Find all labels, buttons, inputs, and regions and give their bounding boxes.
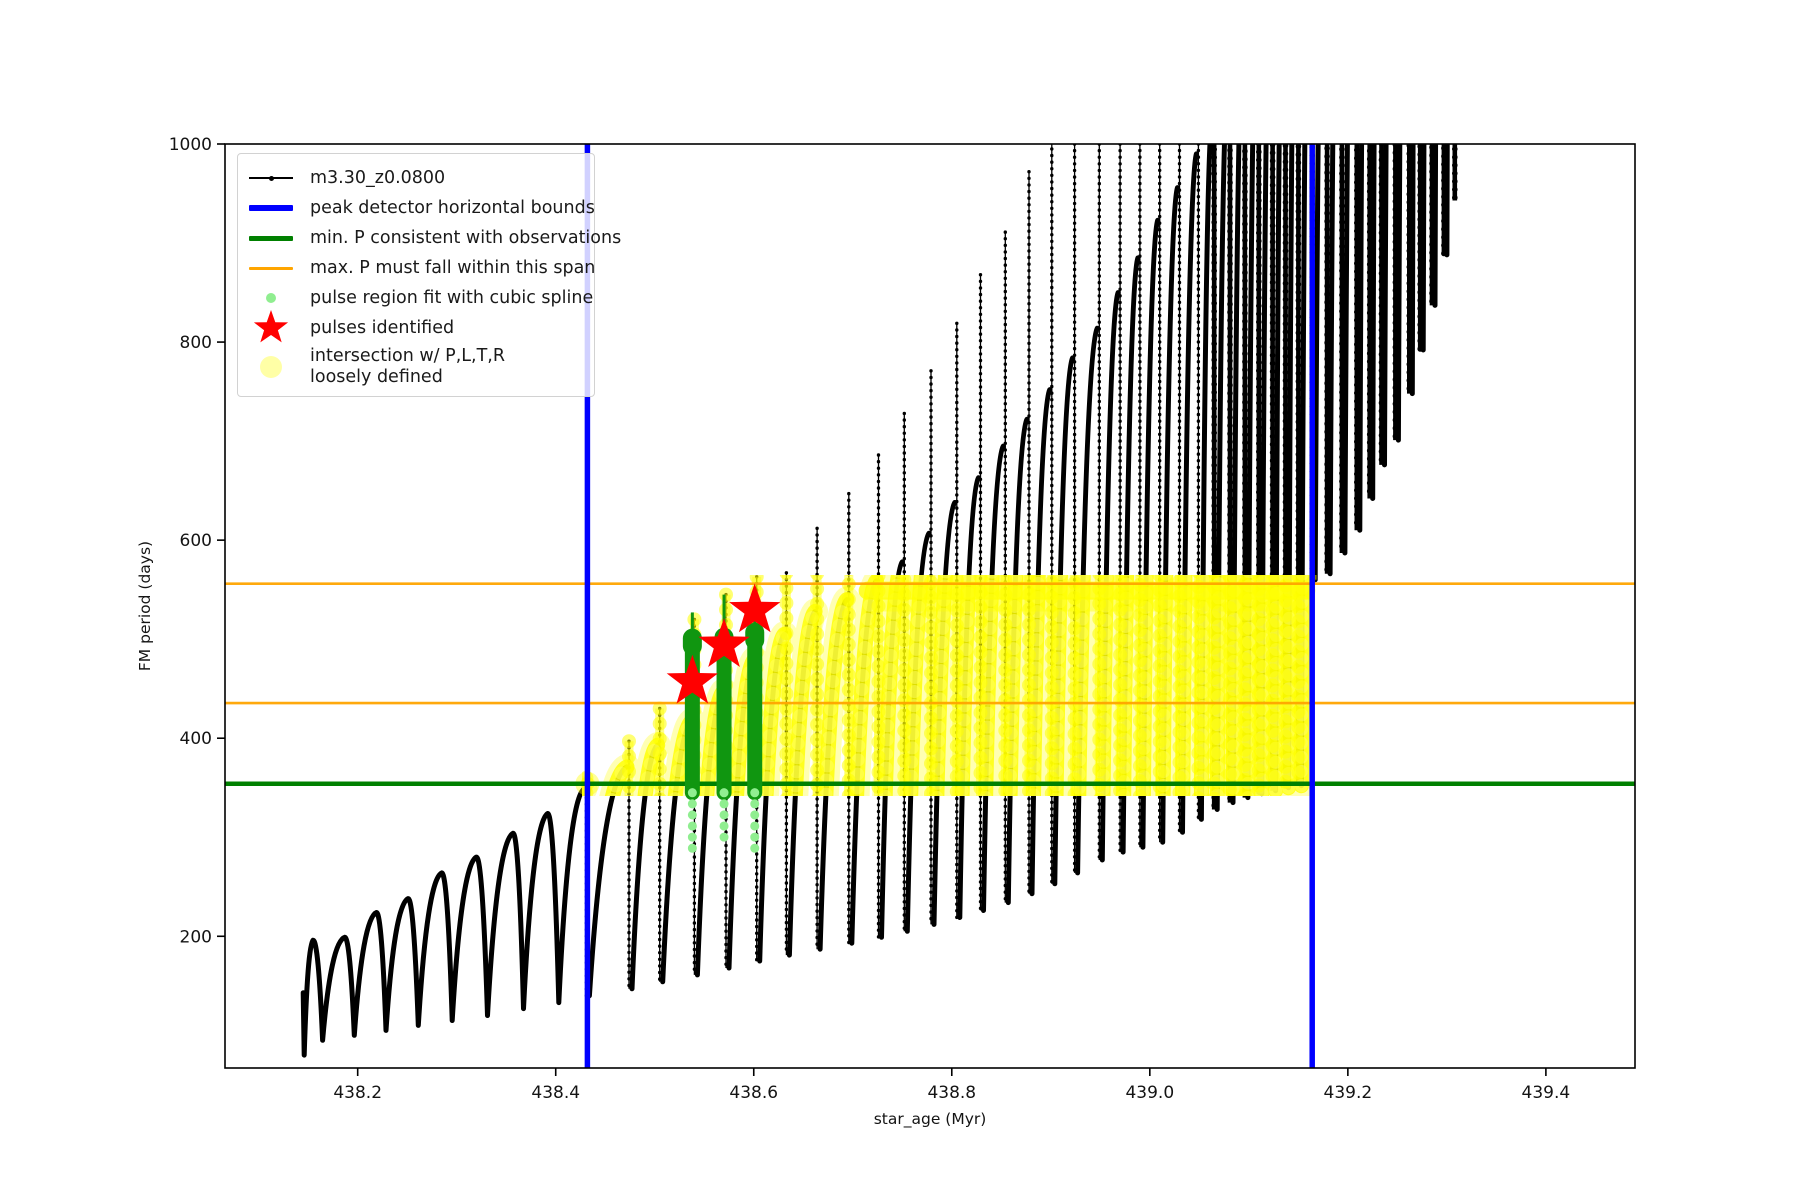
legend-entry-intersection: intersection w/ P,L,T,R loosely defined xyxy=(248,343,584,391)
series-intersection-band xyxy=(582,575,1319,796)
y-tick-label: 1000 xyxy=(169,135,212,155)
x-tick-label: 438.6 xyxy=(729,1083,778,1103)
blue-line-sample xyxy=(248,193,294,223)
x-tick-label: 439.2 xyxy=(1324,1083,1373,1103)
legend-label: intersection w/ P,L,T,R loosely defined xyxy=(310,346,505,387)
green-line-sample xyxy=(248,223,294,253)
legend-entry-pulses: pulses identified xyxy=(248,310,584,343)
legend-entry-spline: pulse region fit with cubic spline xyxy=(248,283,593,313)
legend-label: pulse region fit with cubic spline xyxy=(310,287,594,308)
x-tick-label: 438.4 xyxy=(531,1083,580,1103)
pulse-identified-star-1 xyxy=(666,654,718,704)
pulse-identified-star-3 xyxy=(729,583,781,633)
y-tick-label: 400 xyxy=(180,729,212,749)
pulse-identified-star-2 xyxy=(698,618,750,667)
x-tick-label: 439.4 xyxy=(1522,1083,1571,1103)
legend-entry-peak-bounds: peak detector horizontal bounds xyxy=(248,193,595,223)
yellow-dot-sample xyxy=(248,343,294,391)
legend-entry-curve: m3.30_z0.0800 xyxy=(248,163,584,193)
lightgreen-dot-sample xyxy=(248,283,294,313)
legend-label: m3.30_z0.0800 xyxy=(310,167,446,188)
y-axis-label: FM period (days) xyxy=(136,541,154,671)
axis-ticks: 438.2 438.4 438.6 438.8 439.0 439.2 439.4 200 40… xyxy=(169,135,1570,1103)
legend-entry-max-p: max. P must fall within this span xyxy=(248,253,595,283)
black-line-dot-sample xyxy=(248,163,294,193)
legend: m3.30_z0.0800 peak detector horizontal b… xyxy=(237,153,621,397)
x-tick-label: 439.0 xyxy=(1125,1083,1174,1103)
y-tick-label: 800 xyxy=(180,333,212,353)
legend-label: max. P must fall within this span xyxy=(310,257,596,278)
plot-frame xyxy=(224,143,1636,1069)
x-tick-label: 438.8 xyxy=(927,1083,976,1103)
legend-label: peak detector horizontal bounds xyxy=(310,197,595,218)
x-tick-label: 438.2 xyxy=(333,1083,382,1103)
legend-label: pulses identified xyxy=(310,317,455,338)
x-axis-label: star_age (Myr) xyxy=(874,1110,987,1129)
orange-line-sample xyxy=(248,253,294,283)
y-tick-label: 200 xyxy=(180,927,212,947)
legend-entry-min-p: min. P consistent with observations xyxy=(248,223,621,253)
y-tick-label: 600 xyxy=(180,531,212,551)
legend-label: min. P consistent with observations xyxy=(310,227,622,248)
red-star-sample xyxy=(248,310,294,343)
